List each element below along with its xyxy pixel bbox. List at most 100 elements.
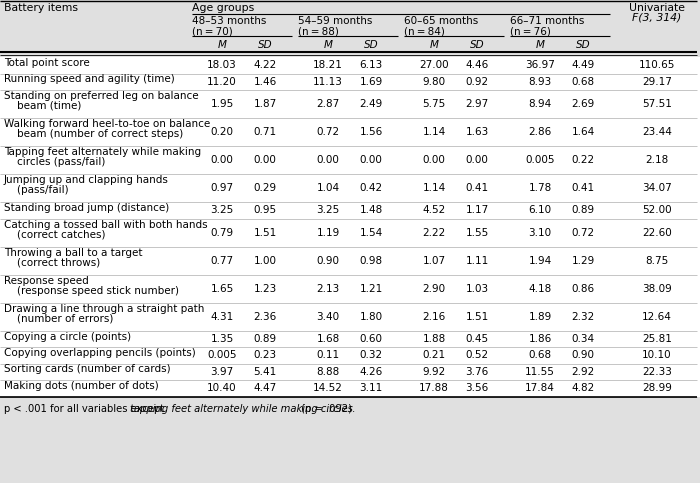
Text: 4.46: 4.46 xyxy=(466,60,489,70)
Text: Throwing a ball to a target: Throwing a ball to a target xyxy=(4,247,143,257)
Text: 34.07: 34.07 xyxy=(642,183,672,193)
Text: Drawing a line through a straight path: Drawing a line through a straight path xyxy=(4,303,204,313)
Text: p < .001 for all variables except: p < .001 for all variables except xyxy=(4,403,167,413)
Text: 1.11: 1.11 xyxy=(466,256,489,266)
Text: SD: SD xyxy=(470,40,484,50)
Text: 4.52: 4.52 xyxy=(422,205,446,215)
Text: 23.44: 23.44 xyxy=(642,127,672,137)
Text: Standing on preferred leg on balance: Standing on preferred leg on balance xyxy=(4,91,199,101)
FancyBboxPatch shape xyxy=(0,347,700,364)
Text: Sorting cards (number of cards): Sorting cards (number of cards) xyxy=(4,365,171,374)
Text: 9.92: 9.92 xyxy=(422,367,446,377)
Text: 1.35: 1.35 xyxy=(211,334,234,344)
Text: 25.81: 25.81 xyxy=(642,334,672,344)
Text: 0.32: 0.32 xyxy=(359,350,383,360)
Text: beam (number of correct steps): beam (number of correct steps) xyxy=(4,129,183,139)
Text: 2.87: 2.87 xyxy=(316,99,340,109)
Text: 4.18: 4.18 xyxy=(528,284,552,294)
Text: 1.69: 1.69 xyxy=(359,77,383,87)
Text: 36.97: 36.97 xyxy=(525,60,555,70)
Text: 5.75: 5.75 xyxy=(422,99,446,109)
Text: 10.40: 10.40 xyxy=(207,383,237,393)
Text: 0.92: 0.92 xyxy=(466,77,489,87)
Text: 0.68: 0.68 xyxy=(528,350,552,360)
Text: (correct catches): (correct catches) xyxy=(4,229,106,240)
Text: 1.46: 1.46 xyxy=(253,77,276,87)
Text: 0.005: 0.005 xyxy=(525,155,554,165)
Text: (p = .092).: (p = .092). xyxy=(298,403,355,413)
Text: 1.14: 1.14 xyxy=(422,127,446,137)
Text: (n = 84): (n = 84) xyxy=(404,26,445,36)
Text: Total point score: Total point score xyxy=(4,58,90,68)
Text: 4.82: 4.82 xyxy=(571,383,594,393)
Text: (correct throws): (correct throws) xyxy=(4,257,100,268)
Text: (n = 70): (n = 70) xyxy=(192,26,232,36)
Text: Tapping feet alternately while making: Tapping feet alternately while making xyxy=(4,147,201,157)
Text: 5.41: 5.41 xyxy=(253,367,276,377)
Text: 3.97: 3.97 xyxy=(211,367,234,377)
Text: 1.78: 1.78 xyxy=(528,183,552,193)
Text: (n = 88): (n = 88) xyxy=(298,26,339,36)
Text: 48–53 months: 48–53 months xyxy=(192,16,267,26)
Text: 0.41: 0.41 xyxy=(571,183,594,193)
FancyBboxPatch shape xyxy=(0,73,700,90)
Text: 1.19: 1.19 xyxy=(316,227,340,238)
Text: 22.60: 22.60 xyxy=(642,227,672,238)
Text: 2.22: 2.22 xyxy=(422,227,446,238)
Text: 0.00: 0.00 xyxy=(316,155,340,165)
Text: Age groups: Age groups xyxy=(192,3,254,13)
Text: 0.34: 0.34 xyxy=(571,334,594,344)
Text: M: M xyxy=(218,40,227,50)
Text: 8.93: 8.93 xyxy=(528,77,552,87)
Text: Walking forward heel-to-toe on balance: Walking forward heel-to-toe on balance xyxy=(4,119,210,129)
Text: 0.45: 0.45 xyxy=(466,334,489,344)
Text: Making dots (number of dots): Making dots (number of dots) xyxy=(4,381,159,391)
Text: 1.88: 1.88 xyxy=(422,334,446,344)
Text: 0.00: 0.00 xyxy=(360,155,382,165)
Text: 17.88: 17.88 xyxy=(419,383,449,393)
Text: 4.26: 4.26 xyxy=(359,367,383,377)
Text: 2.13: 2.13 xyxy=(316,284,340,294)
Text: 1.51: 1.51 xyxy=(253,227,276,238)
FancyBboxPatch shape xyxy=(0,90,700,118)
Text: 0.89: 0.89 xyxy=(253,334,276,344)
Text: 0.00: 0.00 xyxy=(466,155,489,165)
Text: 1.14: 1.14 xyxy=(422,183,446,193)
FancyBboxPatch shape xyxy=(0,146,700,174)
Text: 1.65: 1.65 xyxy=(211,284,234,294)
Text: 1.03: 1.03 xyxy=(466,284,489,294)
Text: 0.42: 0.42 xyxy=(359,183,383,193)
FancyBboxPatch shape xyxy=(0,364,700,380)
FancyBboxPatch shape xyxy=(0,302,700,330)
Text: 3.40: 3.40 xyxy=(316,312,340,322)
Text: 0.68: 0.68 xyxy=(571,77,594,87)
Text: 3.11: 3.11 xyxy=(359,383,383,393)
Text: 17.84: 17.84 xyxy=(525,383,555,393)
Text: 1.89: 1.89 xyxy=(528,312,552,322)
Text: 2.86: 2.86 xyxy=(528,127,552,137)
Text: 0.90: 0.90 xyxy=(316,256,340,266)
Text: beam (time): beam (time) xyxy=(4,101,81,111)
Text: 0.00: 0.00 xyxy=(253,155,276,165)
Text: 38.09: 38.09 xyxy=(642,284,672,294)
Text: 22.33: 22.33 xyxy=(642,367,672,377)
Text: 0.20: 0.20 xyxy=(211,127,234,137)
Text: 1.95: 1.95 xyxy=(211,99,234,109)
Text: 2.69: 2.69 xyxy=(571,99,594,109)
Text: (response speed stick number): (response speed stick number) xyxy=(4,285,179,296)
FancyBboxPatch shape xyxy=(0,174,700,202)
Text: 0.60: 0.60 xyxy=(360,334,382,344)
Text: 2.92: 2.92 xyxy=(571,367,594,377)
Text: 1.29: 1.29 xyxy=(571,256,594,266)
Text: 6.10: 6.10 xyxy=(528,205,552,215)
Text: tapping feet alternately while making circles: tapping feet alternately while making ci… xyxy=(130,403,354,413)
Text: 54–59 months: 54–59 months xyxy=(298,16,372,26)
Text: 1.54: 1.54 xyxy=(359,227,383,238)
Text: (pass/fail): (pass/fail) xyxy=(4,185,69,195)
Text: Copying a circle (points): Copying a circle (points) xyxy=(4,331,131,341)
Text: 0.52: 0.52 xyxy=(466,350,489,360)
Text: 2.18: 2.18 xyxy=(645,155,668,165)
Text: 4.47: 4.47 xyxy=(253,383,276,393)
FancyBboxPatch shape xyxy=(0,380,700,397)
Text: Catching a tossed ball with both hands: Catching a tossed ball with both hands xyxy=(4,219,208,229)
